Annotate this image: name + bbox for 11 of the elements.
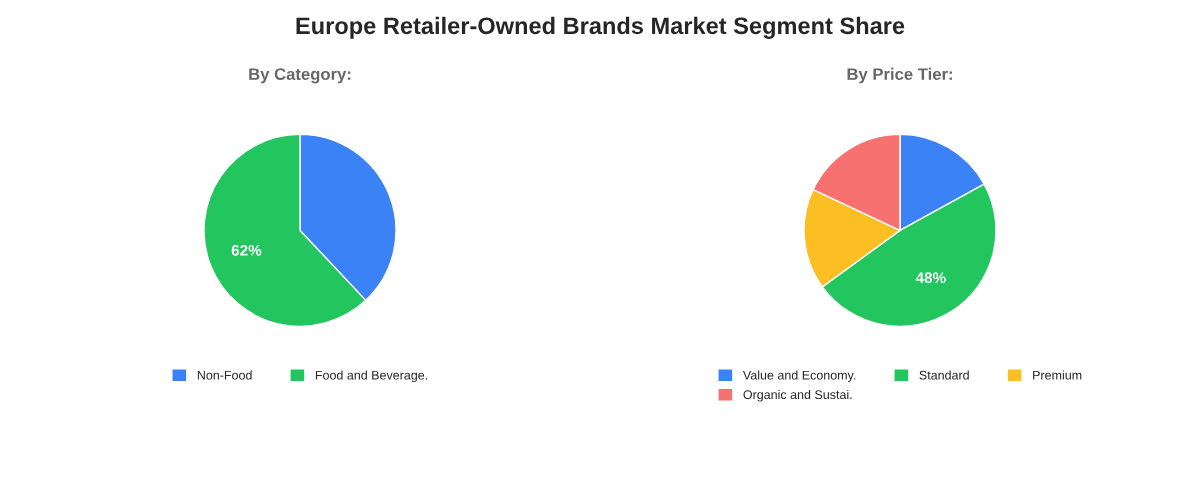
chart-subtitle: By Price Tier:	[847, 67, 952, 84]
legend-label: Standard	[919, 370, 969, 380]
data-label: 62%	[231, 244, 262, 256]
legend-label: Non-Food	[197, 370, 252, 380]
legend-label: Premium	[1033, 370, 1082, 380]
legend-label: Value and Economy.	[742, 370, 856, 383]
legend-label: Food and Beverage.	[315, 370, 428, 383]
legend-label: Organic and Sustai.	[743, 389, 852, 402]
text: Europe Retailer-Owned Brands Market Segment Share	[296, 16, 905, 39]
data-label: 48%	[915, 272, 946, 284]
chart-subtitle: By Category:	[249, 68, 351, 84]
